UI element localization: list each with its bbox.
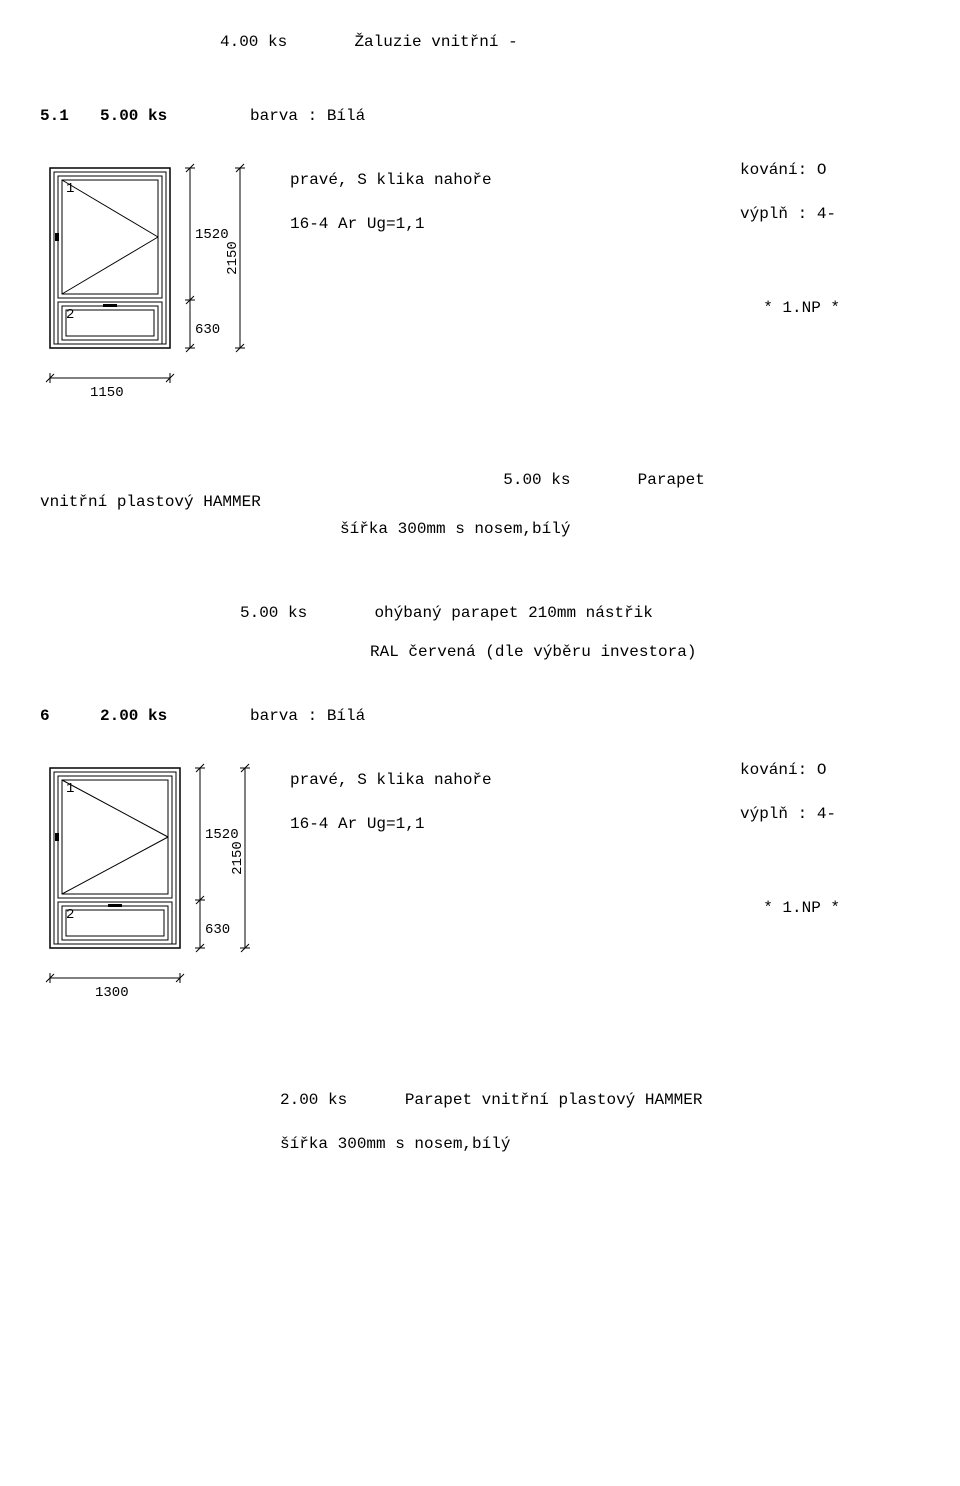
item2-kovani: kování: O: [740, 758, 920, 782]
item2-color: barva : Bílá: [250, 704, 365, 728]
item1-drawing: 1 2 1520 630 21: [40, 158, 270, 408]
item2-vypln: výplň : 4-: [740, 802, 920, 826]
item1-pane2: 2: [66, 307, 74, 323]
item1-desc2: 16-4 Ar Ug=1,1: [290, 212, 740, 236]
parapet2-qty: 2.00 ks: [280, 1091, 347, 1109]
parapet2-detail: šířka 300mm s nosem,bílý: [280, 1132, 920, 1156]
item2-floor: * 1.NP *: [290, 896, 920, 920]
item1-dim-lower: 630: [195, 322, 220, 338]
ohybany1-desc2: RAL červená (dle výběru investora): [370, 640, 920, 664]
item2-dim-lower: 630: [205, 922, 230, 938]
item1-kovani: kování: O: [740, 158, 920, 182]
item1-dim-upper: 1520: [195, 227, 229, 243]
item2-qty: 2.00 ks: [100, 704, 250, 728]
ohybany1-qty: 5.00 ks: [240, 604, 307, 622]
item2-num: 6: [40, 704, 100, 728]
item2-pane2: 2: [66, 907, 74, 923]
item2-desc2: 16-4 Ar Ug=1,1: [290, 812, 740, 836]
item1-pane1: 1: [66, 181, 74, 197]
parapet1-name: Parapet: [638, 471, 705, 489]
item2-desc1: pravé, S klika nahoře: [290, 768, 740, 792]
item1-dim-width: 1150: [90, 385, 124, 401]
item2-dim-width: 1300: [95, 985, 129, 1001]
svg-text:2150: 2150: [225, 241, 241, 275]
top-desc: Žaluzie vnitřní -: [354, 33, 517, 51]
item1-qty: 5.00 ks: [100, 104, 250, 128]
parapet1-detail: šířka 300mm s nosem,bílý: [340, 517, 920, 541]
parapet1-prefix: vnitřní plastový HAMMER: [40, 493, 261, 511]
item1-num: 5.1: [40, 104, 100, 128]
ohybany1-desc1: ohýbaný parapet 210mm nástřik: [374, 604, 652, 622]
item1-vypln: výplň : 4-: [740, 202, 920, 226]
item2-drawing: 1 2 1520 630 2150: [40, 758, 270, 1008]
svg-text:2150: 2150: [230, 841, 246, 875]
parapet1-qty: 5.00 ks: [503, 471, 570, 489]
item1-color: barva : Bílá: [250, 104, 365, 128]
item2-pane1: 1: [66, 781, 74, 797]
top-qty: 4.00 ks: [220, 33, 287, 51]
item1-floor: * 1.NP *: [290, 296, 920, 320]
item1-desc1: pravé, S klika nahoře: [290, 168, 740, 192]
parapet2-name: Parapet vnitřní plastový HAMMER: [405, 1091, 703, 1109]
item2-dim-upper: 1520: [205, 827, 239, 843]
